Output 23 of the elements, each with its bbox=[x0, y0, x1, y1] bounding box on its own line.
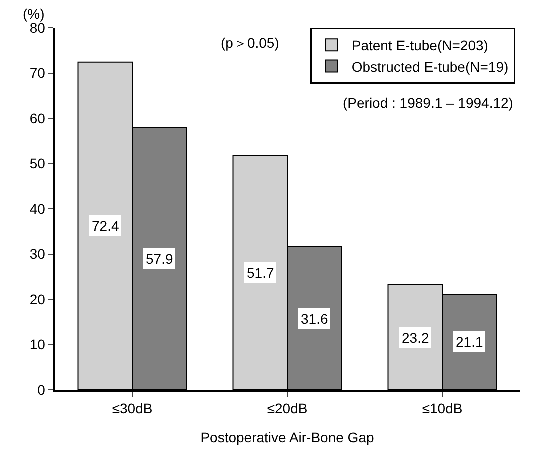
x-tick-label: ≤30dB bbox=[112, 400, 153, 417]
y-tick-label: 20 bbox=[30, 291, 46, 308]
legend-label: Obstructed E-tube(N=19) bbox=[352, 58, 509, 75]
x-tick-label: ≤20dB bbox=[267, 400, 308, 417]
y-tick-label: 50 bbox=[30, 156, 46, 172]
data-label: 21.1 bbox=[456, 334, 484, 350]
y-tick-label: 60 bbox=[30, 110, 46, 126]
y-axis-title: (%) bbox=[23, 6, 45, 22]
data-label: 23.2 bbox=[402, 330, 430, 346]
data-label: 57.9 bbox=[146, 251, 174, 267]
y-tick-label: 70 bbox=[30, 65, 46, 82]
y-tick-label: 40 bbox=[30, 200, 46, 217]
y-tick-label: 30 bbox=[30, 246, 46, 262]
data-label: 31.6 bbox=[301, 311, 328, 327]
annotation: (Period : 1989.1 – 1994.12) bbox=[343, 95, 514, 111]
y-tick-label: 0 bbox=[38, 382, 46, 398]
legend-label: Patent E-tube(N=203) bbox=[352, 38, 488, 54]
y-tick-label: 10 bbox=[30, 336, 46, 353]
data-label: 72.4 bbox=[92, 218, 120, 234]
x-axis-title: Postoperative Air-Bone Gap bbox=[200, 430, 374, 446]
x-tick-label: ≤10dB bbox=[422, 400, 463, 417]
data-label: 51.7 bbox=[247, 265, 274, 281]
annotation: (p＞0.05) bbox=[221, 35, 280, 51]
